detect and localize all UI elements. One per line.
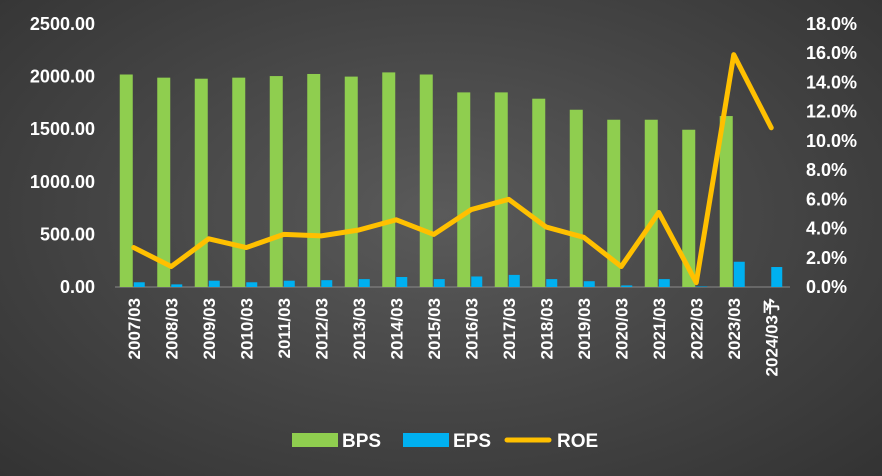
right-tick-label: 0.0% <box>806 277 847 297</box>
eps-bar <box>246 282 258 287</box>
x-category-label: 2024/03予 <box>762 298 781 376</box>
left-tick-label: 500.00 <box>40 224 95 244</box>
roe-line <box>131 52 774 286</box>
legend-label-roe: ROE <box>557 431 598 452</box>
eps-bar <box>583 281 595 287</box>
x-category-label: 2009/03 <box>200 298 219 359</box>
x-category-label: 2022/03 <box>687 298 706 359</box>
bps-bar <box>532 98 546 287</box>
left-y-axis: 0.00 500.00 1000.00 1500.00 2000.00 2500.00 <box>30 14 95 297</box>
x-category-label: 2007/03 <box>125 298 144 359</box>
bps-bar <box>307 73 321 287</box>
right-tick-label: 12.0% <box>806 102 857 122</box>
bps-bar <box>719 116 733 287</box>
bps-bar <box>569 109 583 287</box>
bps-bar <box>457 92 471 287</box>
bps-bar <box>157 77 171 287</box>
eps-bar <box>508 274 520 287</box>
x-category-label: 2023/03 <box>725 298 744 359</box>
eps-bar <box>433 279 445 287</box>
eps-bar <box>696 286 708 287</box>
bps-bar <box>344 76 358 287</box>
legend-swatch-bps <box>292 433 338 447</box>
left-tick-label: 2500.00 <box>30 14 95 34</box>
x-category-label: 2020/03 <box>612 298 631 359</box>
right-tick-label: 8.0% <box>806 160 847 180</box>
legend-label-eps: EPS <box>453 431 491 452</box>
eps-bar <box>771 267 783 287</box>
x-category-label: 2011/03 <box>275 298 294 359</box>
left-tick-label: 0.00 <box>60 277 95 297</box>
eps-bar <box>546 279 558 287</box>
bps-bar <box>232 77 246 287</box>
eps-bar <box>471 276 483 287</box>
x-category-label: 2015/03 <box>425 298 444 359</box>
x-category-label: 2019/03 <box>575 298 594 359</box>
left-tick-label: 1000.00 <box>30 172 95 192</box>
right-tick-label: 14.0% <box>806 72 857 92</box>
eps-bar <box>133 282 145 287</box>
x-category-label: 2013/03 <box>350 298 369 359</box>
right-tick-label: 4.0% <box>806 219 847 239</box>
bps-bar <box>644 119 658 288</box>
legend: BPS EPS ROE <box>292 431 598 452</box>
x-category-label: 2008/03 <box>162 298 181 359</box>
right-tick-label: 18.0% <box>806 14 857 34</box>
x-category-label: 2021/03 <box>650 298 669 359</box>
x-category-label: 2016/03 <box>462 298 481 359</box>
eps-bar <box>283 280 295 287</box>
right-tick-label: 6.0% <box>806 189 847 209</box>
eps-bar <box>321 280 333 287</box>
bps-bar <box>419 74 433 287</box>
bps-bar <box>194 78 208 287</box>
legend-swatch-eps <box>403 433 449 447</box>
eps-bar <box>658 279 670 287</box>
bps-bar <box>269 76 283 287</box>
eps-bar <box>208 280 220 287</box>
right-tick-label: 16.0% <box>806 43 857 63</box>
bps-bar <box>382 72 396 287</box>
x-category-label: 2018/03 <box>537 298 556 359</box>
bps-bar <box>494 92 508 287</box>
eps-bar <box>396 277 408 287</box>
left-tick-label: 1500.00 <box>30 119 95 139</box>
right-tick-label: 2.0% <box>806 248 847 268</box>
eps-bar <box>358 279 370 287</box>
right-tick-label: 10.0% <box>806 131 857 151</box>
x-category-label: 2012/03 <box>312 298 331 359</box>
eps-bar <box>733 261 745 287</box>
right-y-axis: 0.0% 2.0% 4.0% 6.0% 8.0% 10.0% 12.0% 14.0% 16.0%… <box>806 14 857 297</box>
x-category-label: 2017/03 <box>500 298 519 359</box>
bps-bar <box>607 119 621 288</box>
x-category-label: 2014/03 <box>387 298 406 359</box>
left-tick-label: 2000.00 <box>30 67 95 87</box>
x-axis-labels: 2007/03 2008/03 2009/03 2010/03 2011/03 2012/… <box>125 298 782 376</box>
legend-label-bps: BPS <box>342 431 381 452</box>
eps-bar <box>171 284 183 287</box>
roe-line-layer <box>131 52 774 286</box>
x-category-label: 2010/03 <box>237 298 256 359</box>
bps-bar <box>682 129 696 287</box>
eps-bar <box>621 285 633 287</box>
bps-bar <box>119 74 133 287</box>
